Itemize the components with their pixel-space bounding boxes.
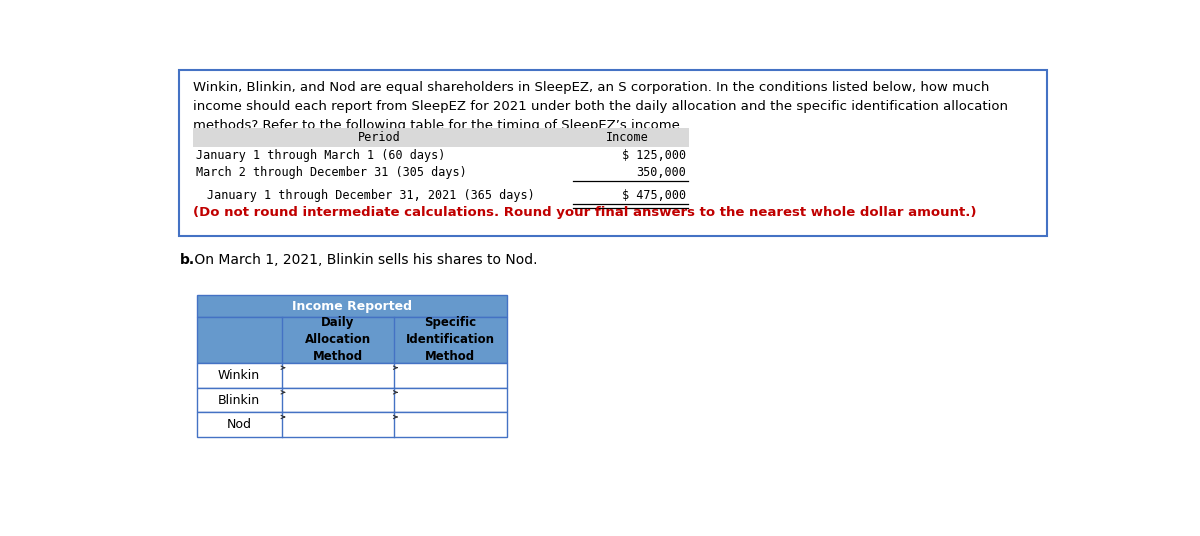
Text: March 2 through December 31 (305 days): March 2 through December 31 (305 days) — [197, 166, 467, 178]
Bar — [197, 388, 506, 412]
Text: January 1 through March 1 (60 days): January 1 through March 1 (60 days) — [197, 148, 446, 162]
Text: On March 1, 2021, Blinkin sells his shares to Nod.: On March 1, 2021, Blinkin sells his shar… — [191, 253, 538, 267]
Text: Nod: Nod — [227, 418, 252, 431]
Text: Daily
Allocation
Method: Daily Allocation Method — [305, 316, 371, 363]
Text: Period: Period — [358, 131, 401, 144]
Text: 350,000: 350,000 — [636, 166, 686, 178]
Text: (Do not round intermediate calculations. Round your final answers to the nearest: (Do not round intermediate calculations.… — [193, 206, 977, 219]
Text: $ 125,000: $ 125,000 — [622, 148, 686, 162]
Text: Specific
Identification
Method: Specific Identification Method — [406, 316, 494, 363]
Text: Winkin: Winkin — [218, 369, 260, 382]
Bar — [197, 317, 506, 363]
Bar — [197, 363, 506, 388]
Text: Income Reported: Income Reported — [292, 300, 412, 312]
Text: January 1 through December 31, 2021 (365 days): January 1 through December 31, 2021 (365… — [208, 189, 535, 202]
Text: Income: Income — [606, 131, 649, 144]
Bar — [197, 412, 506, 437]
Text: Winkin, Blinkin, and Nod are equal shareholders in SleepEZ, an S corporation. In: Winkin, Blinkin, and Nod are equal share… — [193, 81, 1008, 132]
Bar — [197, 295, 506, 317]
Text: Blinkin: Blinkin — [218, 393, 260, 406]
Bar — [180, 70, 1048, 236]
Bar — [193, 128, 689, 147]
Text: $ 475,000: $ 475,000 — [622, 189, 686, 202]
Text: b.: b. — [180, 253, 194, 267]
